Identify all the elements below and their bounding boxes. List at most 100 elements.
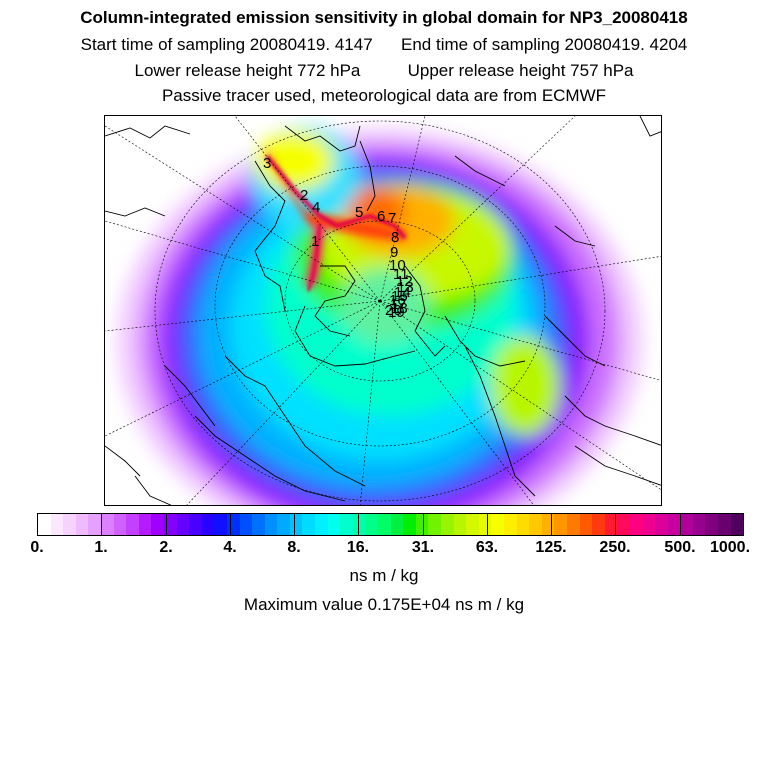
colorbar-segment xyxy=(403,514,416,535)
colorbar-segment xyxy=(340,514,353,535)
colorbar-tick-label: 2. xyxy=(159,539,173,556)
upper-release-height: Upper release height 757 hPa xyxy=(407,61,634,80)
trajectory-label: 10 xyxy=(389,257,406,274)
start-time: Start time of sampling 20080419. 4147 xyxy=(80,35,373,54)
colorbar-segment xyxy=(201,514,215,535)
colorbar-segment xyxy=(390,514,404,535)
colorbar-segment xyxy=(592,514,605,535)
colorbar-segment xyxy=(642,514,656,535)
colorbar-segment xyxy=(428,514,441,535)
trajectory-label: 5 xyxy=(355,204,363,221)
colorbar-segment xyxy=(289,514,303,535)
colorbar-tick-label: 250. xyxy=(599,539,631,556)
colorbar-segment xyxy=(378,514,391,535)
colorbar-segment xyxy=(252,514,265,535)
trajectory-label: 13 xyxy=(397,279,414,296)
trajectory-path xyxy=(265,154,407,292)
sensitivity-field xyxy=(118,126,642,505)
colorbar-segment xyxy=(239,514,253,535)
trajectory-label: 9 xyxy=(390,244,398,261)
lower-release-height: Lower release height 772 hPa xyxy=(134,61,361,80)
colorbar-tick xyxy=(680,513,681,536)
colorbar-segment xyxy=(113,514,127,535)
colorbar-segment xyxy=(541,514,555,535)
colorbar-segment xyxy=(38,514,51,535)
colorbar-segment xyxy=(441,514,454,535)
colorbar-segment xyxy=(151,514,164,535)
trajectory-label: 20 xyxy=(385,302,402,319)
colorbar-segment xyxy=(138,514,152,535)
colorbar-unit: ns m / kg xyxy=(349,566,419,585)
trajectory-label: 2 xyxy=(300,187,308,204)
colorbar-segment xyxy=(604,514,618,535)
colorbar-segment xyxy=(415,514,429,535)
colorbar-segment xyxy=(75,514,89,535)
colorbar-tick-label: 0. xyxy=(30,539,44,556)
end-time: End time of sampling 20080419. 4204 xyxy=(401,35,688,54)
colorbar-segment xyxy=(453,514,467,535)
colorbar-segment xyxy=(327,514,341,535)
colorbar-tick-label: 31. xyxy=(411,539,435,556)
colorbar-segment xyxy=(529,514,542,535)
colorbar-segment xyxy=(63,514,76,535)
colorbar-tick xyxy=(101,513,102,536)
colorbar-segment xyxy=(718,514,731,535)
trajectory-label: 17 xyxy=(390,296,407,313)
colorbar-tick-label: 16. xyxy=(346,539,370,556)
trajectory-label: 7 xyxy=(388,210,396,227)
graticule xyxy=(105,116,661,505)
colorbar-segment xyxy=(126,514,139,535)
maximum-value: Maximum value 0.175E+04 ns m / kg xyxy=(243,595,525,614)
trajectory-label: 14 xyxy=(394,284,411,301)
colorbar-segment xyxy=(352,514,366,535)
colorbar-segment xyxy=(478,514,492,535)
colorbar-tick-label: 1. xyxy=(94,539,108,556)
colorbar-tick-label: 1000. xyxy=(709,539,751,556)
colorbar-tick xyxy=(358,513,359,536)
trajectory-label: 19 xyxy=(388,304,405,321)
colorbar-segment xyxy=(503,514,517,535)
plot-title: Column-integrated emission sensitivity i… xyxy=(80,8,688,27)
colorbar-tick-label: 63. xyxy=(475,539,499,556)
colorbar-tick xyxy=(487,513,488,536)
colorbar-segment xyxy=(680,514,693,535)
colorbar-tick xyxy=(166,513,167,536)
colorbar-segment xyxy=(302,514,316,535)
colorbar-tick xyxy=(230,513,231,536)
colorbar-segment xyxy=(315,514,328,535)
colorbar-segment xyxy=(264,514,278,535)
colorbar-tick xyxy=(615,513,616,536)
trajectory-label: 8 xyxy=(391,229,399,246)
trajectory-label: 11 xyxy=(393,266,409,283)
colorbar-segment xyxy=(50,514,64,535)
colorbar-segment xyxy=(617,514,630,535)
map-panel: 3 2 4 5 6 7 8 9 10 11 12 13 14 15 16 17 … xyxy=(104,115,662,506)
trajectory-label: 15 xyxy=(391,288,408,305)
colorbar-segment xyxy=(226,514,240,535)
colorbar-segment xyxy=(466,514,479,535)
colorbar-segment xyxy=(277,514,290,535)
colorbar-segment xyxy=(705,514,719,535)
colorbar-segment xyxy=(692,514,706,535)
colorbar-segment xyxy=(516,514,530,535)
sampling-time-row: Start time of sampling 20080419. 4147 En… xyxy=(0,35,768,55)
colorbar-segment xyxy=(100,514,114,535)
coastlines xyxy=(105,116,661,505)
colorbar xyxy=(37,513,744,536)
colorbar-segment xyxy=(365,514,379,535)
colorbar-tick-label: 125. xyxy=(535,539,567,556)
colorbar-segment xyxy=(491,514,504,535)
colorbar-tick-label: 8. xyxy=(287,539,301,556)
colorbar-tick-label: 500. xyxy=(664,539,696,556)
trajectory-label: 18 xyxy=(391,300,408,317)
trajectory-label: 4 xyxy=(312,199,320,216)
colorbar-segment xyxy=(176,514,190,535)
colorbar-segment xyxy=(554,514,567,535)
colorbar-segment xyxy=(189,514,202,535)
colorbar-tick xyxy=(294,513,295,536)
colorbar-segment xyxy=(730,514,744,535)
trajectory-label: 16 xyxy=(389,292,406,309)
colorbar-segment xyxy=(88,514,101,535)
colorbar-tick xyxy=(423,513,424,536)
colorbar-segment xyxy=(566,514,580,535)
